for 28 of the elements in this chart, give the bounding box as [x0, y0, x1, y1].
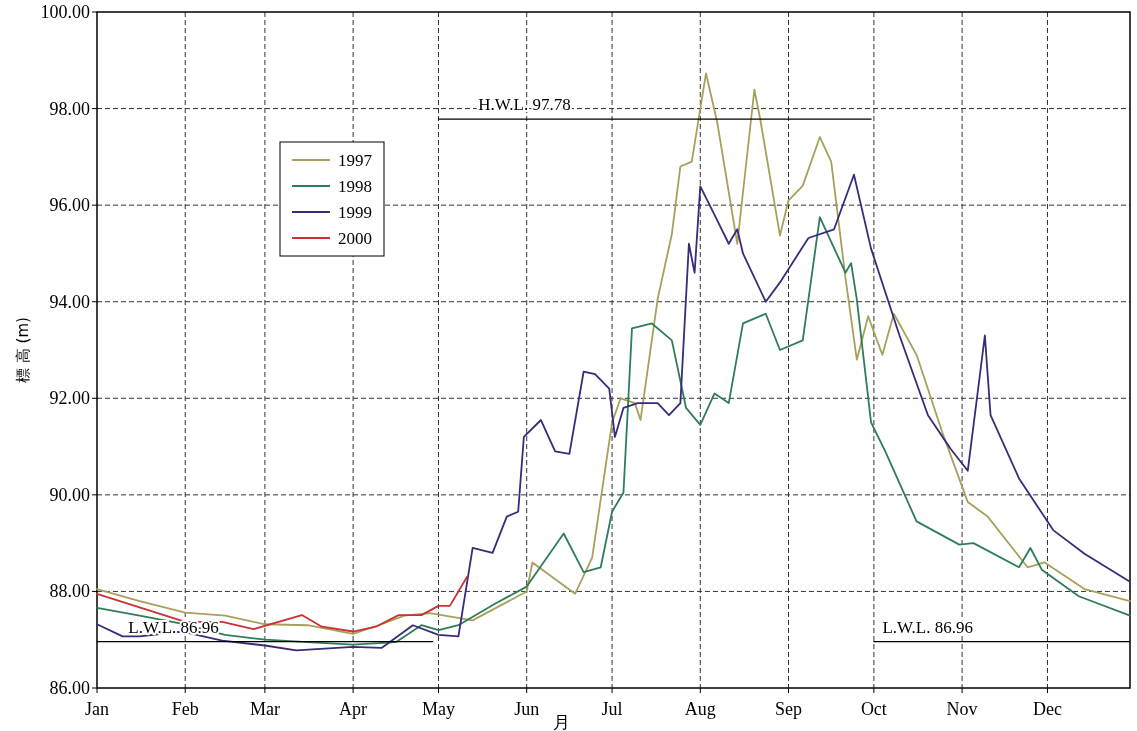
y-tick-label: 90.00: [49, 484, 90, 505]
x-tick-label: Apr: [339, 699, 368, 719]
x-tick-label: Mar: [249, 699, 280, 719]
y-tick-label: 86.00: [49, 678, 90, 698]
legend-label: 1998: [338, 177, 372, 196]
legend-label: 1997: [338, 151, 373, 170]
annotation: L.W.L. 86.96: [882, 617, 973, 637]
y-tick-label: 96.00: [49, 195, 90, 216]
x-tick-label: Aug: [684, 699, 716, 719]
y-tick-label: 98.00: [49, 98, 90, 119]
y-tick-label: 88.00: [49, 581, 90, 602]
x-tick-label: Dec: [1032, 699, 1062, 719]
x-tick-label: Nov: [946, 699, 978, 719]
line-series: [96, 576, 468, 633]
legend-label: 2000: [338, 229, 372, 248]
y-tick-label: 94.00: [49, 291, 90, 312]
x-tick-label: Sep: [775, 699, 803, 719]
x-tick-label: Jul: [601, 699, 623, 719]
x-tick-label: Oct: [860, 699, 887, 719]
x-tick-label: Jun: [514, 699, 540, 719]
x-tick-label: May: [421, 699, 455, 719]
y-tick-label: 92.00: [49, 388, 90, 409]
x-axis-title: 月: [553, 712, 570, 731]
x-tick-label: Jan: [85, 699, 109, 719]
legend-label: 1999: [338, 203, 372, 222]
x-tick-label: Feb: [171, 699, 199, 719]
y-tick-label: 100.00: [40, 2, 90, 22]
y-axis-title: 標 高 (m): [14, 317, 32, 383]
